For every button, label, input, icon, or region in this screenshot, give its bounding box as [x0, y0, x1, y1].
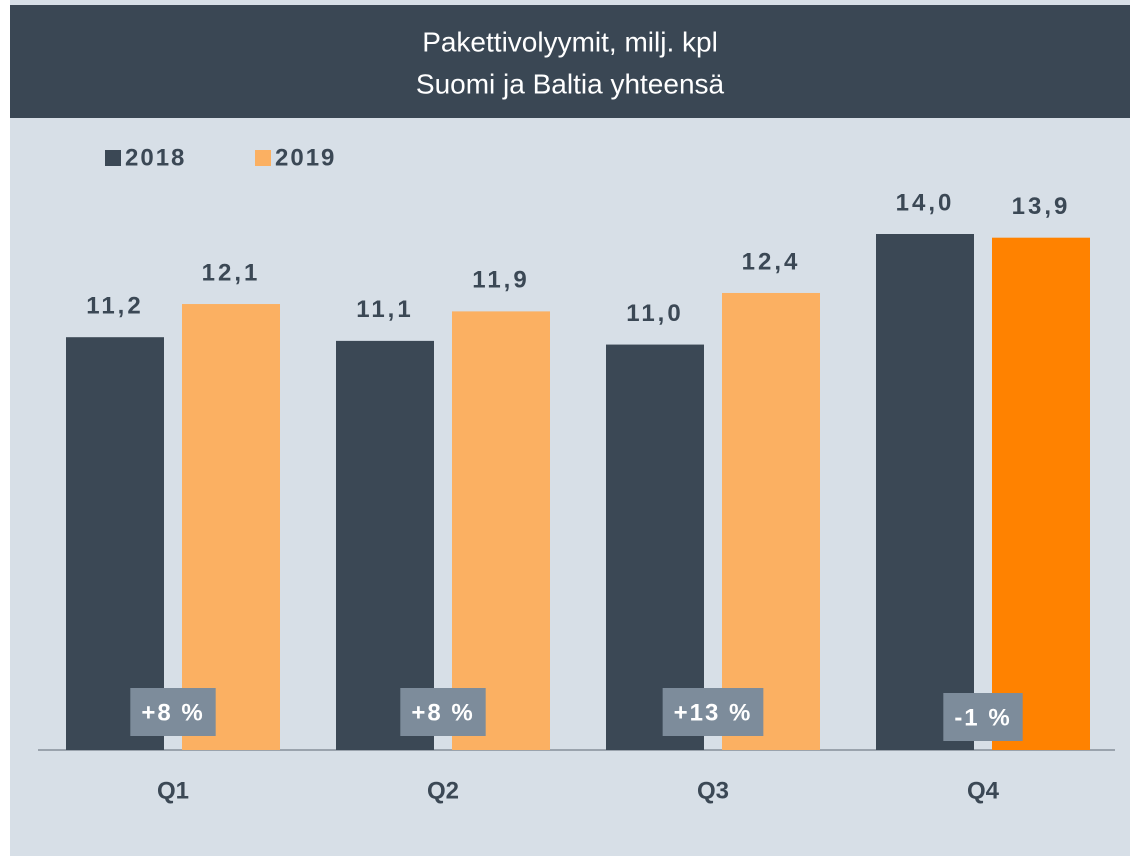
value-label: 11,0: [626, 300, 683, 327]
chart-title: Pakettivolyymit, milj. kpl: [422, 26, 718, 57]
annotation: +8 %: [411, 699, 474, 726]
annotation-box: [400, 688, 486, 736]
annotation-box: [943, 693, 1023, 741]
bar: [992, 237, 1090, 750]
bar: [336, 340, 434, 750]
bar: [722, 292, 820, 750]
value-label: 13,9: [1012, 193, 1071, 220]
bar: [182, 304, 280, 750]
bar: [452, 311, 550, 750]
annotation-box: [662, 688, 764, 736]
annotation: +8 %: [141, 699, 204, 726]
legend-swatch: [105, 150, 121, 166]
legend-swatch: [255, 150, 271, 166]
annotation-box: [130, 688, 216, 736]
bar: [876, 234, 974, 750]
value-label: 11,9: [472, 267, 529, 294]
x-tick-label: Q2: [427, 777, 459, 804]
value-label: 11,1: [356, 296, 413, 323]
x-tick-label: Q4: [967, 777, 1000, 804]
value-label: 11,2: [86, 293, 143, 320]
annotation: -1 %: [954, 704, 1011, 731]
title-bar: [10, 5, 1130, 118]
legend-label: 2018: [125, 144, 186, 171]
x-tick-label: Q1: [157, 777, 189, 804]
x-tick-label: Q3: [697, 777, 729, 804]
bar: [606, 344, 704, 750]
value-label: 14,0: [896, 189, 955, 216]
bar: [66, 337, 164, 750]
chart-subtitle: Suomi ja Baltia yhteensä: [416, 68, 725, 99]
value-label: 12,4: [742, 248, 801, 275]
legend-label: 2019: [275, 144, 336, 171]
value-label: 12,1: [202, 259, 261, 286]
annotation: +13 %: [674, 699, 753, 726]
